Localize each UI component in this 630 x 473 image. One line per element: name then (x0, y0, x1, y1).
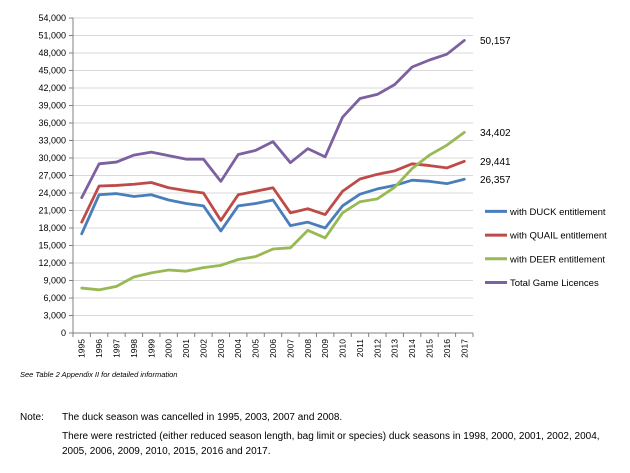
x-tick-label: 2016 (442, 339, 452, 358)
series-line-2 (80, 159, 466, 224)
x-tick-label: 2006 (268, 339, 278, 358)
y-tick-label: 30,000 (38, 153, 66, 163)
y-tick-label: 3,000 (43, 311, 66, 321)
y-tick-label: 39,000 (38, 101, 66, 111)
legend-label-2: with QUAIL entitlement (509, 231, 607, 242)
x-tick-label: 2003 (216, 339, 226, 358)
series-line-1 (80, 177, 466, 236)
y-tick-label: 6,000 (43, 293, 66, 303)
legend-label-1: with DUCK entitlement (509, 207, 606, 218)
y-tick-label: 9,000 (43, 276, 66, 286)
line-chart: 0 3,000 6,000 9,000 12,000 15,000 18,000 21,000… (38, 13, 607, 358)
x-tick-label: 2012 (372, 339, 382, 358)
y-tick-label: 12,000 (38, 258, 66, 268)
x-tick-label: 2017 (459, 339, 469, 358)
x-tick-label: 2008 (303, 339, 313, 358)
end-labels: 26,357 29,441 34,402 50,157 (480, 36, 511, 186)
x-tick-label: 2010 (338, 339, 348, 358)
series-line-4 (80, 39, 466, 200)
x-tick-label: 2005 (251, 339, 261, 358)
x-tick-label: 1995 (77, 339, 87, 358)
note-line-2: There were restricted (either reduced se… (62, 431, 600, 457)
note-block: Note: The duck season was cancelled in 1… (20, 410, 620, 463)
y-tick-label: 27,000 (38, 171, 66, 181)
series-line-3 (80, 130, 466, 292)
note-line-1: The duck season was cancelled in 1995, 2… (62, 412, 343, 423)
series-lines (80, 39, 466, 292)
end-label-4: 50,157 (480, 36, 511, 47)
gridlines (73, 17, 473, 334)
source-note: See Table 2 Appendix II for detailed inf… (20, 370, 178, 379)
x-tick-label: 2014 (407, 339, 417, 358)
x-axis: 1995 1996 1997 1998 1999 2000 2001 2002 2003 2004… (72, 332, 474, 358)
y-tick-label: 21,000 (38, 206, 66, 216)
x-tick-label: 2007 (285, 339, 295, 358)
x-tick-label: 2013 (390, 339, 400, 358)
x-tick-label: 2011 (355, 339, 365, 358)
x-tick-label: 2002 (198, 339, 208, 358)
x-tick-label: 2001 (181, 339, 191, 358)
end-label-1: 26,357 (480, 175, 511, 186)
x-tick-label: 1997 (111, 339, 121, 358)
y-tick-label: 33,000 (38, 136, 66, 146)
y-tick-label: 15,000 (38, 241, 66, 251)
y-tick-label: 0 (61, 328, 66, 338)
y-tick-label: 24,000 (38, 188, 66, 198)
y-tick-label: 36,000 (38, 118, 66, 128)
x-tick-label: 2009 (320, 339, 330, 358)
x-tick-label: 2015 (425, 339, 435, 358)
y-tick-label: 45,000 (38, 66, 66, 76)
x-tick-label: 1996 (94, 339, 104, 358)
y-tick-label: 54,000 (38, 13, 66, 23)
y-tick-label: 48,000 (38, 48, 66, 58)
y-tick-label: 18,000 (38, 223, 66, 233)
x-tick-label: 1999 (146, 339, 156, 358)
note-label: Note: (20, 412, 44, 423)
x-tick-label: 2004 (233, 339, 243, 358)
x-tick-label: 1998 (129, 339, 139, 358)
legend: with DUCK entitlement with QUAIL entitlem… (485, 207, 607, 289)
legend-label-3: with DEER entitlement (509, 254, 605, 265)
end-label-3: 34,402 (480, 128, 511, 139)
y-tick-label: 51,000 (38, 31, 66, 41)
end-label-2: 29,441 (480, 157, 511, 168)
y-tick-label: 42,000 (38, 83, 66, 93)
legend-label-4: Total Game Licences (510, 278, 599, 289)
y-axis: 0 3,000 6,000 9,000 12,000 15,000 18,000 21,000… (38, 13, 74, 338)
x-tick-label: 2000 (164, 339, 174, 358)
